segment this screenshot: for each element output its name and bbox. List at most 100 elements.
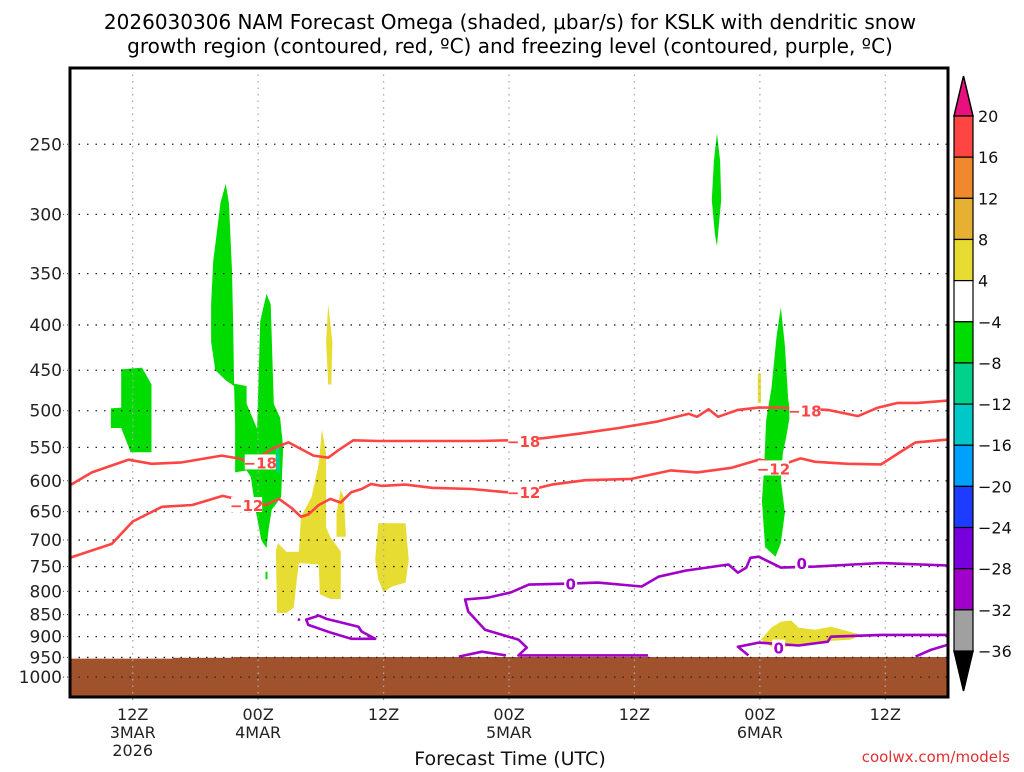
x-tick-label: 12Z — [870, 705, 901, 724]
contour-label: −12 — [757, 460, 790, 478]
colorbar-label: −36 — [978, 642, 1012, 661]
colorbar-bin — [953, 568, 974, 611]
y-tick-label: 350 — [30, 265, 62, 285]
colorbar-over-triangle — [953, 75, 974, 117]
omega-shaded-region-4 — [711, 133, 722, 247]
y-tick-label: 1000 — [19, 668, 62, 688]
colorbar-under-triangle — [953, 650, 974, 692]
y-tick-label: 950 — [30, 648, 62, 668]
y-tick-label: 900 — [30, 628, 62, 648]
x-tick-label: 12Z — [619, 705, 650, 724]
omega-shaded-region-6 — [326, 304, 333, 385]
y-tick-label: 800 — [30, 582, 62, 602]
contour-label-bg — [508, 484, 540, 500]
y-tick-label: 550 — [30, 438, 62, 458]
colorbar-bin — [953, 403, 974, 446]
colorbar-bin — [953, 238, 974, 282]
x-tick-label: 6MAR — [737, 723, 783, 742]
y-tick-label: 400 — [30, 316, 62, 336]
colorbar-label: 12 — [978, 189, 998, 208]
colorbar-label: −32 — [978, 601, 1012, 620]
colorbar-label: 8 — [978, 230, 988, 249]
y-tick-label: 850 — [30, 606, 62, 626]
x-tick-label: 00Z — [744, 705, 775, 724]
y-tick-label: 300 — [30, 205, 62, 225]
x-axis-label: Forecast Time (UTC) — [414, 748, 605, 768]
contour-label: 0 — [565, 576, 575, 594]
chart-title-line-2: growth region (contoured, red, ºC) and f… — [127, 34, 893, 58]
contour-label: 0 — [773, 640, 783, 658]
colorbar-label: −8 — [978, 354, 1002, 373]
contour-label: −18 — [244, 454, 277, 472]
contour-label-bg — [244, 454, 276, 470]
colorbar-label: 20 — [978, 107, 998, 126]
contour-line-freezing-0 — [463, 555, 948, 657]
colorbar-bin — [953, 526, 974, 570]
y-tick-label: 450 — [30, 361, 62, 381]
contour-line-dgz--18 — [70, 399, 948, 487]
y-tick-label: 500 — [30, 402, 62, 422]
omega-shaded-region-1 — [211, 183, 284, 549]
omega-shaded-region-5 — [761, 307, 791, 557]
colorbar-label: −4 — [978, 313, 1002, 332]
colorbar-label: 16 — [978, 148, 998, 167]
grid-layer — [70, 68, 948, 705]
omega-shaded-region-11 — [760, 620, 862, 647]
colorbar-bin — [953, 362, 974, 405]
colorbar-bin — [953, 115, 974, 158]
x-tick-label: 4MAR — [235, 723, 281, 742]
colorbar-bin — [953, 485, 974, 529]
contour-label-bg — [795, 554, 809, 570]
x-tick-label: 12Z — [117, 705, 148, 724]
y-tick-label: 700 — [30, 531, 62, 551]
omega-shaded-region-2 — [275, 447, 281, 475]
terrain-surface — [70, 657, 948, 697]
plot-frame — [68, 66, 950, 699]
x-tick-label: 3MAR — [110, 723, 156, 742]
x-tick-label: 5MAR — [486, 723, 532, 742]
colorbar: 20 16 12 8 4 −4 −8 −12 −16 −20 −24 −28 −32 −36 — [953, 75, 1012, 692]
omega-shaded-region-0 — [110, 367, 152, 453]
colorbar-bin — [953, 609, 974, 652]
contour-line-freezing-0 — [304, 614, 377, 641]
x-tick-label: 2026 — [112, 741, 153, 760]
omega-shaded-region-9 — [375, 523, 409, 593]
colorbar-label: −24 — [978, 519, 1012, 538]
chart-title-line-1: 2026030306 NAM Forecast Omega (shaded, μ… — [104, 10, 916, 34]
colorbar-bin — [953, 444, 974, 487]
credit-text[interactable]: coolwx.com/models — [862, 748, 1010, 766]
contour-label-bg — [231, 497, 263, 513]
contour-line-freezing-0 — [297, 618, 301, 622]
x-tick-label: 12Z — [368, 705, 399, 724]
y-tick-label: 750 — [30, 558, 62, 578]
contour-label: −18 — [507, 433, 540, 451]
y-tick-label: 650 — [30, 503, 62, 523]
contour-label-layer: −18 −18 −18 −12 −12 −12 0 0 0 — [230, 402, 822, 658]
colorbar-bin — [953, 280, 974, 323]
contour-line-freezing-0 — [915, 643, 948, 658]
contour-label: −12 — [507, 484, 540, 502]
colorbar-label: −28 — [978, 560, 1012, 579]
contour-label: −18 — [788, 403, 821, 421]
omega-shading-layer — [110, 133, 862, 647]
omega-shaded-region-3 — [265, 571, 268, 580]
contour-line-freezing-0 — [736, 633, 948, 657]
y-tick-label: 600 — [30, 472, 62, 492]
y-tick-label: 250 — [30, 135, 62, 155]
contour-label-bg — [789, 402, 821, 418]
colorbar-label: 4 — [978, 272, 988, 291]
colorbar-label: −16 — [978, 436, 1012, 455]
colorbar-bin — [953, 197, 974, 241]
contour-label-bg — [564, 575, 578, 591]
colorbar-label: −20 — [978, 477, 1012, 496]
x-tick-label: 00Z — [493, 705, 524, 724]
contour-label: 0 — [796, 555, 806, 573]
colorbar-label: −12 — [978, 395, 1012, 414]
colorbar-bin — [953, 321, 974, 364]
contour-label-bg — [757, 460, 789, 476]
contour-label-bg — [772, 639, 786, 655]
colorbar-bin — [953, 156, 974, 199]
contour-label-bg — [508, 433, 540, 449]
